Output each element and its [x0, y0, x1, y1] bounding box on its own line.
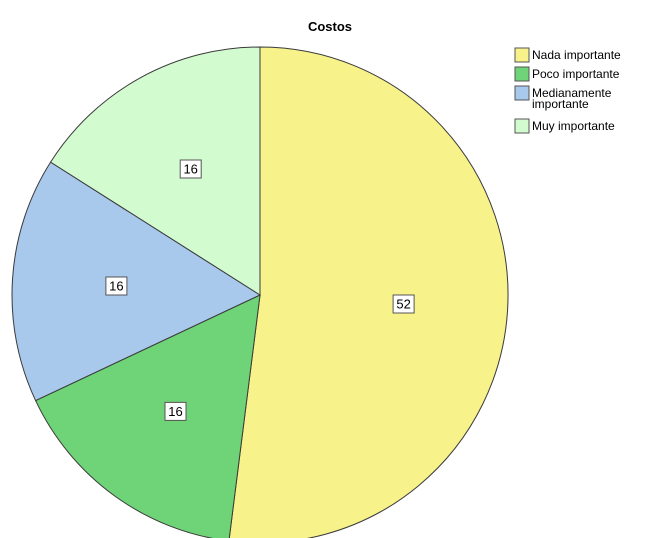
data-label-value: 16	[109, 279, 123, 294]
data-label-value: 16	[168, 404, 182, 419]
legend-label: Medianamente	[532, 86, 612, 100]
chart-title: Costos	[308, 19, 352, 34]
legend-swatch	[514, 118, 530, 134]
legend-swatch	[514, 47, 530, 63]
data-label-value: 52	[396, 297, 410, 312]
pie-data-label: 16	[105, 276, 128, 296]
pie-slice	[34, 294, 261, 538]
legend-label: Muy importante	[532, 119, 615, 133]
pie-slices	[11, 46, 509, 538]
pie-slice	[49, 46, 261, 296]
pie-data-labels: 52 16 16 16	[105, 159, 415, 421]
legend-item: Poco importante	[514, 66, 620, 82]
data-label-box	[392, 294, 415, 314]
legend-swatch	[514, 85, 530, 101]
data-label-value: 16	[183, 162, 197, 177]
data-label-box	[179, 159, 202, 179]
legend-item: Nada importante	[514, 47, 621, 63]
pie-slice	[11, 161, 262, 402]
legend-label: importante	[532, 97, 589, 111]
legend-label: Poco importante	[532, 67, 620, 81]
pie-data-label: 16	[179, 159, 202, 179]
pie-data-label: 52	[392, 294, 415, 314]
pie-slice	[228, 46, 509, 538]
data-label-box	[105, 276, 128, 296]
legend-swatch	[514, 66, 530, 82]
legend-label: Nada importante	[532, 48, 621, 62]
pie-data-label: 16	[164, 401, 187, 421]
chart-legend: Nada importante Poco importante Medianamen…	[514, 47, 621, 134]
data-label-box	[164, 401, 187, 421]
legend-item: Muy importante	[514, 118, 615, 134]
